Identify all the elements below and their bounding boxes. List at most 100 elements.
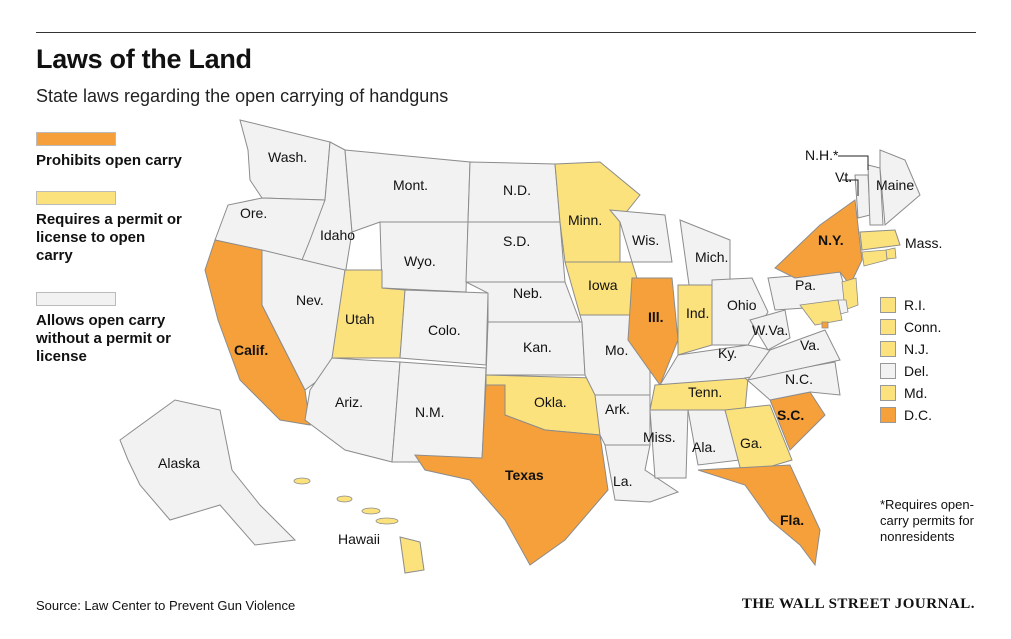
state-label-nh: N.H.*	[805, 147, 839, 163]
leader-line-vt	[842, 179, 859, 196]
ne-key-label: Md.	[904, 385, 928, 401]
source-credit: Source: Law Center to Prevent Gun Violen…	[36, 598, 296, 613]
state-label-ariz: Ariz.	[335, 394, 363, 410]
state-label-nc: N.C.	[785, 371, 813, 387]
state-shape-minn	[554, 161, 641, 263]
state-label-ore: Ore.	[240, 205, 267, 221]
state-label-sd: S.D.	[503, 233, 530, 249]
state-label-alaska: Alaska	[158, 455, 200, 471]
ne-key-row: D.C.	[880, 404, 1000, 426]
publisher-logo: THE WALL STREET JOURNAL.	[741, 596, 975, 612]
hawaii-island-shape	[336, 495, 353, 503]
state-label-ind: Ind.	[686, 305, 709, 321]
state-label-neb: Neb.	[513, 285, 543, 301]
ne-key-label: D.C.	[904, 407, 932, 423]
state-label-va: Va.	[800, 337, 820, 353]
state-label-hawaii: Hawaii	[338, 531, 380, 547]
state-shape-ill	[627, 277, 679, 387]
state-label-mich: Mich.	[695, 249, 728, 265]
state-shape-dc	[821, 321, 829, 329]
state-label-tenn: Tenn.	[688, 384, 722, 400]
state-label-ill: Ill.	[648, 309, 664, 325]
state-shape-alaska	[119, 399, 297, 546]
legend-item-permit: Requires a permit or license to open car…	[36, 191, 236, 265]
state-label-kan: Kan.	[523, 339, 552, 355]
state-shape-ga	[724, 404, 793, 476]
state-shape-hawaii	[399, 536, 425, 574]
state-label-texas: Texas	[505, 467, 544, 483]
ne-key-label: Conn.	[904, 319, 942, 335]
state-label-utah: Utah	[345, 311, 375, 327]
hawaii-island-shape	[293, 477, 311, 485]
map-subtitle: State laws regarding the open carrying o…	[36, 86, 449, 106]
state-label-calif: Calif.	[234, 342, 268, 358]
ne-key-label: N.J.	[904, 341, 929, 357]
leader-line-nh	[838, 155, 869, 170]
state-label-nev: Nev.	[296, 292, 324, 308]
state-label-la: La.	[613, 473, 632, 489]
state-label-nd: N.D.	[503, 182, 531, 198]
state-label-ky: Ky.	[718, 345, 737, 361]
state-label-miss: Miss.	[643, 429, 676, 445]
ne-key-row: R.I.	[880, 294, 1000, 316]
state-shape-sd	[465, 221, 566, 283]
top-rule	[36, 32, 976, 33]
state-shape-texas	[414, 384, 609, 566]
state-label-wva: W.Va.	[752, 322, 788, 338]
legend-label-allows: Allows open carry without a permit or li…	[36, 312, 171, 365]
state-label-iowa: Iowa	[588, 277, 618, 293]
state-shape-wis	[608, 209, 673, 263]
state-label-ala: Ala.	[692, 439, 716, 455]
state-label-wyo: Wyo.	[404, 253, 436, 269]
ne-key-row: N.J.	[880, 338, 1000, 360]
ne-swatch	[880, 341, 896, 357]
state-label-ohio: Ohio	[727, 297, 757, 313]
state-label-ga: Ga.	[740, 435, 763, 451]
legend-label-permit: Requires a permit or license to open car…	[36, 211, 182, 264]
footnote: *Requires open-carry permits for nonresi…	[880, 497, 974, 544]
state-label-mo: Mo.	[605, 342, 628, 358]
state-label-nm: N.M.	[415, 404, 445, 420]
state-label-okla: Okla.	[534, 394, 567, 410]
state-shape-ny	[774, 199, 863, 286]
ne-swatch	[880, 319, 896, 335]
ne-swatch	[880, 407, 896, 423]
state-label-colo: Colo.	[428, 322, 461, 338]
northeast-key: R.I. Conn. N.J. Del. Md. D.C.	[880, 294, 1000, 426]
state-shape-mass	[859, 229, 901, 251]
ne-swatch	[880, 363, 896, 379]
state-label-fla: Fla.	[780, 512, 804, 528]
state-shape-conn	[861, 249, 888, 267]
state-shape-md	[799, 299, 843, 326]
state-shape-la	[604, 444, 680, 503]
state-shape-miss	[649, 409, 689, 479]
hawaii-island-shape	[361, 507, 381, 515]
state-label-vt: Vt.	[835, 169, 852, 185]
state-label-mass: Mass.	[905, 235, 942, 251]
state-shape-nh	[867, 164, 884, 226]
state-label-mont: Mont.	[393, 177, 428, 193]
ne-swatch	[880, 297, 896, 313]
legend-swatch-allows	[36, 292, 116, 306]
state-label-minn: Minn.	[568, 212, 602, 228]
state-label-wash: Wash.	[268, 149, 307, 165]
legend-swatch-prohibits	[36, 132, 116, 146]
ne-key-label: Del.	[904, 363, 929, 379]
state-label-wis: Wis.	[632, 232, 659, 248]
state-shape-maine	[879, 149, 921, 227]
state-shape-vt	[854, 174, 871, 219]
state-label-maine: Maine	[876, 177, 914, 193]
ne-key-row: Del.	[880, 360, 1000, 382]
state-label-ny: N.Y.	[818, 232, 844, 248]
ne-swatch	[880, 385, 896, 401]
legend-swatch-permit	[36, 191, 116, 205]
ne-key-row: Conn.	[880, 316, 1000, 338]
legend-label-prohibits: Prohibits open carry	[36, 152, 182, 169]
ne-key-label: R.I.	[904, 297, 926, 313]
state-shape-fla	[697, 464, 821, 567]
ne-key-row: Md.	[880, 382, 1000, 404]
state-label-ark: Ark.	[605, 401, 630, 417]
legend-item-allows: Allows open carry without a permit or li…	[36, 292, 236, 366]
legend-item-prohibits: Prohibits open carry	[36, 132, 236, 170]
state-shape-ri	[885, 247, 897, 260]
